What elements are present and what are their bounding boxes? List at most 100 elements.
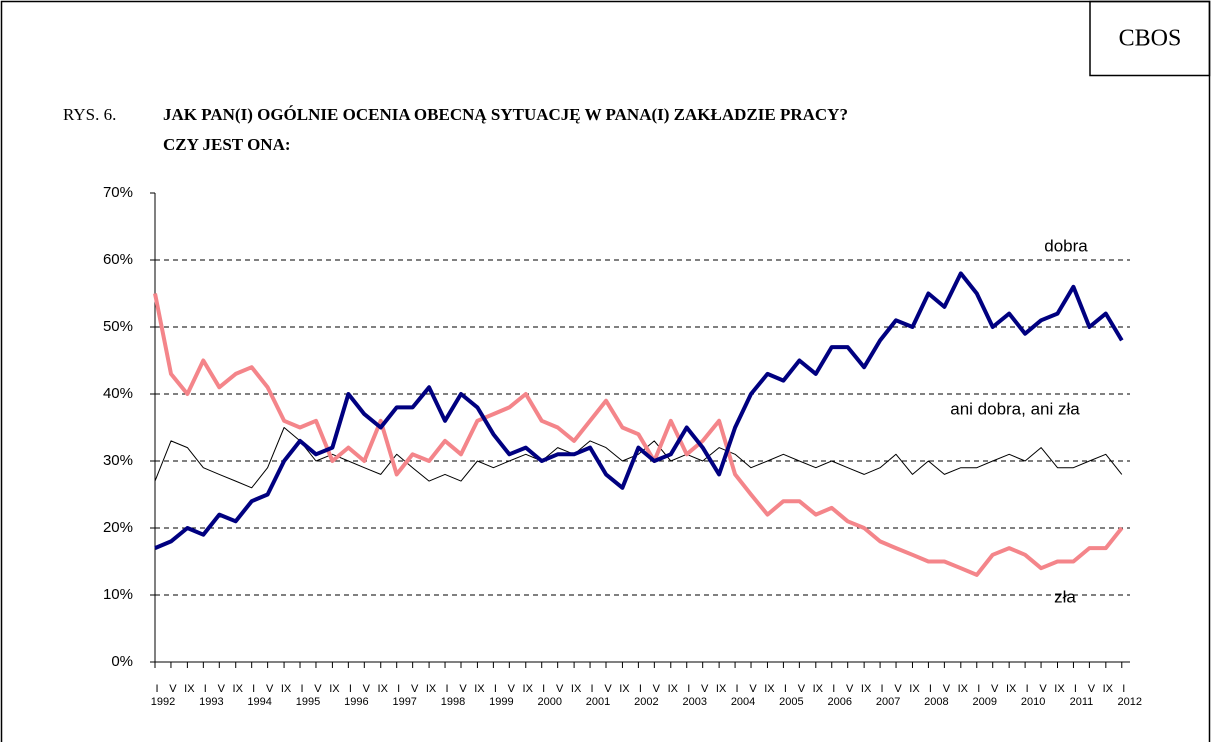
y-tick-label: 0% [111, 653, 133, 670]
y-tick-label: 60% [103, 251, 133, 268]
x-tick-label: V [411, 683, 419, 695]
x-tick-label: V [749, 683, 757, 695]
x-tick-label: IX [1054, 683, 1065, 695]
y-tick-label: 10% [103, 586, 133, 603]
corner-label: CBOS [1119, 26, 1182, 52]
x-tick-label: I [252, 683, 255, 695]
year-label: 2006 [828, 696, 852, 708]
x-tick-label: V [1088, 683, 1096, 695]
series-line [153, 293, 1124, 577]
year-label: 1995 [296, 696, 320, 708]
x-tick-label: IX [329, 683, 340, 695]
x-tick-label: IX [281, 683, 292, 695]
figure-label: RYS. 6. [63, 105, 116, 124]
x-tick-label: I [155, 683, 158, 695]
x-tick-label: IX [619, 683, 630, 695]
x-tick-label: V [169, 683, 177, 695]
x-tick-label: IX [523, 683, 534, 695]
x-tick-label: IX [1006, 683, 1017, 695]
year-label: 1997 [392, 696, 416, 708]
x-tick-label: I [542, 683, 545, 695]
x-tick-label: V [991, 683, 999, 695]
x-tick-label: IX [184, 683, 195, 695]
x-tick-label: V [556, 683, 564, 695]
year-label: 2000 [537, 696, 561, 708]
x-tick-label: I [349, 683, 352, 695]
year-label: 2010 [1021, 696, 1045, 708]
year-label: 1994 [247, 696, 271, 708]
x-tick-label: I [446, 683, 449, 695]
series-line [154, 271, 1124, 550]
x-tick-label: I [639, 683, 642, 695]
y-tick-label: 40% [103, 385, 133, 402]
x-tick-label: I [929, 683, 932, 695]
x-tick-label: V [459, 683, 467, 695]
x-tick-label: V [701, 683, 709, 695]
year-label: 2003 [682, 696, 706, 708]
year-label: 2002 [634, 696, 658, 708]
series-label: zła [1054, 587, 1076, 606]
x-tick-label: IX [1103, 683, 1114, 695]
x-tick-label: I [494, 683, 497, 695]
year-label: 2009 [973, 696, 997, 708]
year-label: 2012 [1118, 696, 1142, 708]
x-tick-label: IX [958, 683, 969, 695]
x-tick-label: I [300, 683, 303, 695]
y-tick-label: 70% [103, 184, 133, 201]
year-label: 1992 [151, 696, 175, 708]
x-tick-label: I [832, 683, 835, 695]
y-tick-label: 20% [103, 519, 133, 536]
x-tick-label: V [314, 683, 322, 695]
x-tick-label: I [977, 683, 980, 695]
y-tick-label: 30% [103, 452, 133, 469]
x-tick-label: IX [233, 683, 244, 695]
x-tick-label: I [881, 683, 884, 695]
x-tick-label: V [798, 683, 806, 695]
x-tick-label: IX [813, 683, 824, 695]
x-tick-label: V [218, 683, 226, 695]
x-tick-label: IX [378, 683, 389, 695]
x-tick-label: IX [426, 683, 437, 695]
x-tick-label: V [894, 683, 902, 695]
x-tick-label: I [397, 683, 400, 695]
x-tick-label: V [508, 683, 516, 695]
year-label: 2005 [779, 696, 803, 708]
x-tick-label: IX [861, 683, 872, 695]
x-tick-label: V [1039, 683, 1047, 695]
year-label: 2008 [924, 696, 948, 708]
year-label: 1996 [344, 696, 368, 708]
corner-box [1089, 0, 1211, 77]
x-tick-label: V [943, 683, 951, 695]
x-tick-label: V [653, 683, 661, 695]
x-tick-label: V [266, 683, 274, 695]
year-label: 1998 [441, 696, 465, 708]
x-tick-label: I [204, 683, 207, 695]
year-label: 2001 [586, 696, 610, 708]
x-tick-label: V [846, 683, 854, 695]
x-tick-label: IX [668, 683, 679, 695]
x-tick-label: IX [716, 683, 727, 695]
x-tick-label: I [784, 683, 787, 695]
x-tick-label: V [363, 683, 371, 695]
x-tick-label: I [1122, 683, 1125, 695]
year-label: 2004 [731, 696, 755, 708]
x-tick-label: I [1026, 683, 1029, 695]
x-tick-label: I [1074, 683, 1077, 695]
x-tick-label: IX [474, 683, 485, 695]
chart-title: JAK PAN(I) OGÓLNIE OCENIA OBECNĄ SYTUACJ… [163, 105, 848, 124]
x-tick-label: IX [571, 683, 582, 695]
x-tick-label: V [604, 683, 612, 695]
year-label: 1993 [199, 696, 223, 708]
year-label: 2007 [876, 696, 900, 708]
series-label: ani dobra, ani zła [950, 399, 1080, 418]
x-tick-label: I [687, 683, 690, 695]
x-tick-label: IX [909, 683, 920, 695]
series-line [154, 427, 1123, 489]
year-label: 1999 [489, 696, 513, 708]
series-label: dobra [1044, 236, 1088, 255]
y-tick-label: 50% [103, 318, 133, 335]
year-label: 2011 [1070, 696, 1094, 708]
x-tick-label: I [591, 683, 594, 695]
